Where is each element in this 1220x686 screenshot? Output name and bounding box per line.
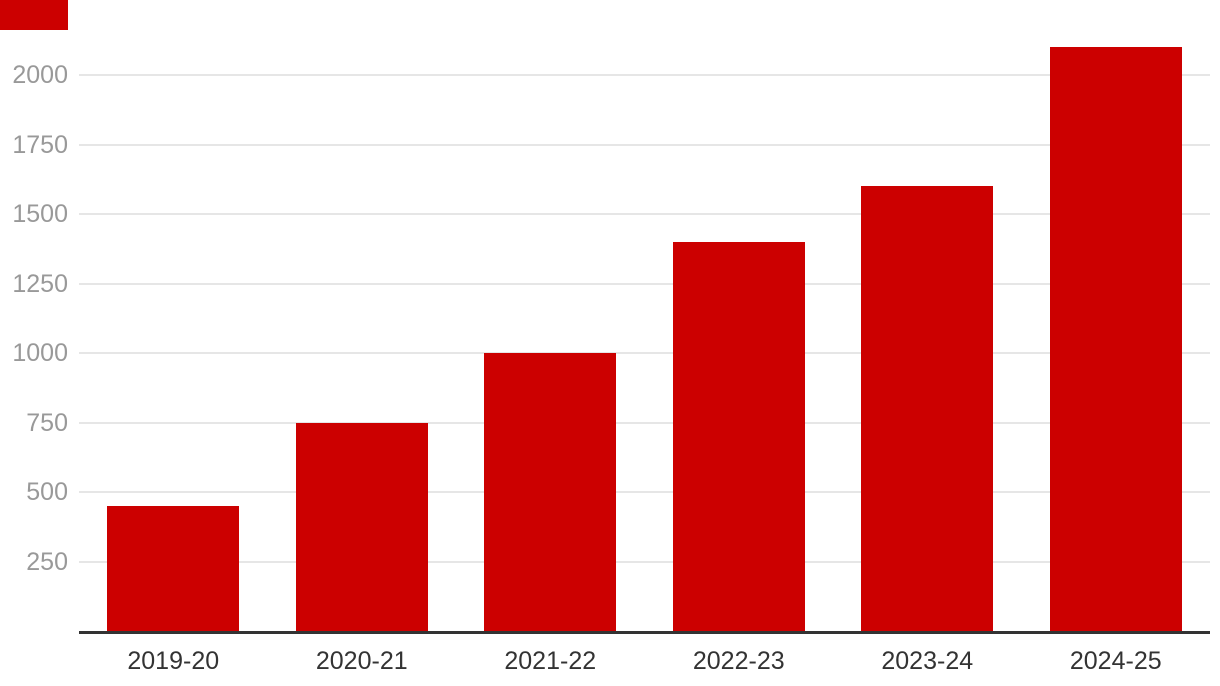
y-axis-tick-label: 1000 bbox=[12, 339, 68, 368]
bar bbox=[1049, 47, 1182, 631]
gridline bbox=[79, 352, 1210, 355]
y-axis-tick-label: 1500 bbox=[12, 200, 68, 229]
x-axis-category-label: 2024-25 bbox=[1069, 647, 1162, 675]
gridline bbox=[79, 74, 1210, 77]
bar bbox=[861, 186, 994, 631]
red-accent-tab bbox=[0, 0, 68, 30]
gridline bbox=[79, 421, 1210, 424]
y-axis-tick-label: 1750 bbox=[12, 130, 68, 159]
bar bbox=[107, 505, 240, 631]
y-axis-tick-label: 250 bbox=[26, 547, 68, 576]
x-axis-category-label: 2020-21 bbox=[315, 647, 408, 675]
gridline bbox=[79, 143, 1210, 146]
gridline bbox=[79, 491, 1210, 493]
x-axis-category-label: 2021-22 bbox=[504, 647, 597, 675]
bar bbox=[295, 422, 428, 631]
gridline bbox=[79, 213, 1210, 216]
x-axis-category-label: 2023-24 bbox=[881, 647, 974, 675]
bar bbox=[672, 241, 805, 631]
y-axis-tick-label: 500 bbox=[26, 478, 68, 506]
plot-area bbox=[79, 0, 1210, 631]
y-axis-tick-label: 2000 bbox=[12, 61, 68, 90]
x-axis-line bbox=[79, 631, 1210, 634]
y-axis-tick-label: 750 bbox=[26, 408, 68, 437]
bar bbox=[484, 353, 617, 631]
gridline bbox=[79, 282, 1210, 285]
x-axis-category-label: 2022-23 bbox=[692, 647, 785, 675]
gridline bbox=[79, 560, 1210, 563]
y-axis-tick-label: 1250 bbox=[12, 269, 68, 298]
x-axis-category-label: 2019-20 bbox=[127, 647, 220, 675]
